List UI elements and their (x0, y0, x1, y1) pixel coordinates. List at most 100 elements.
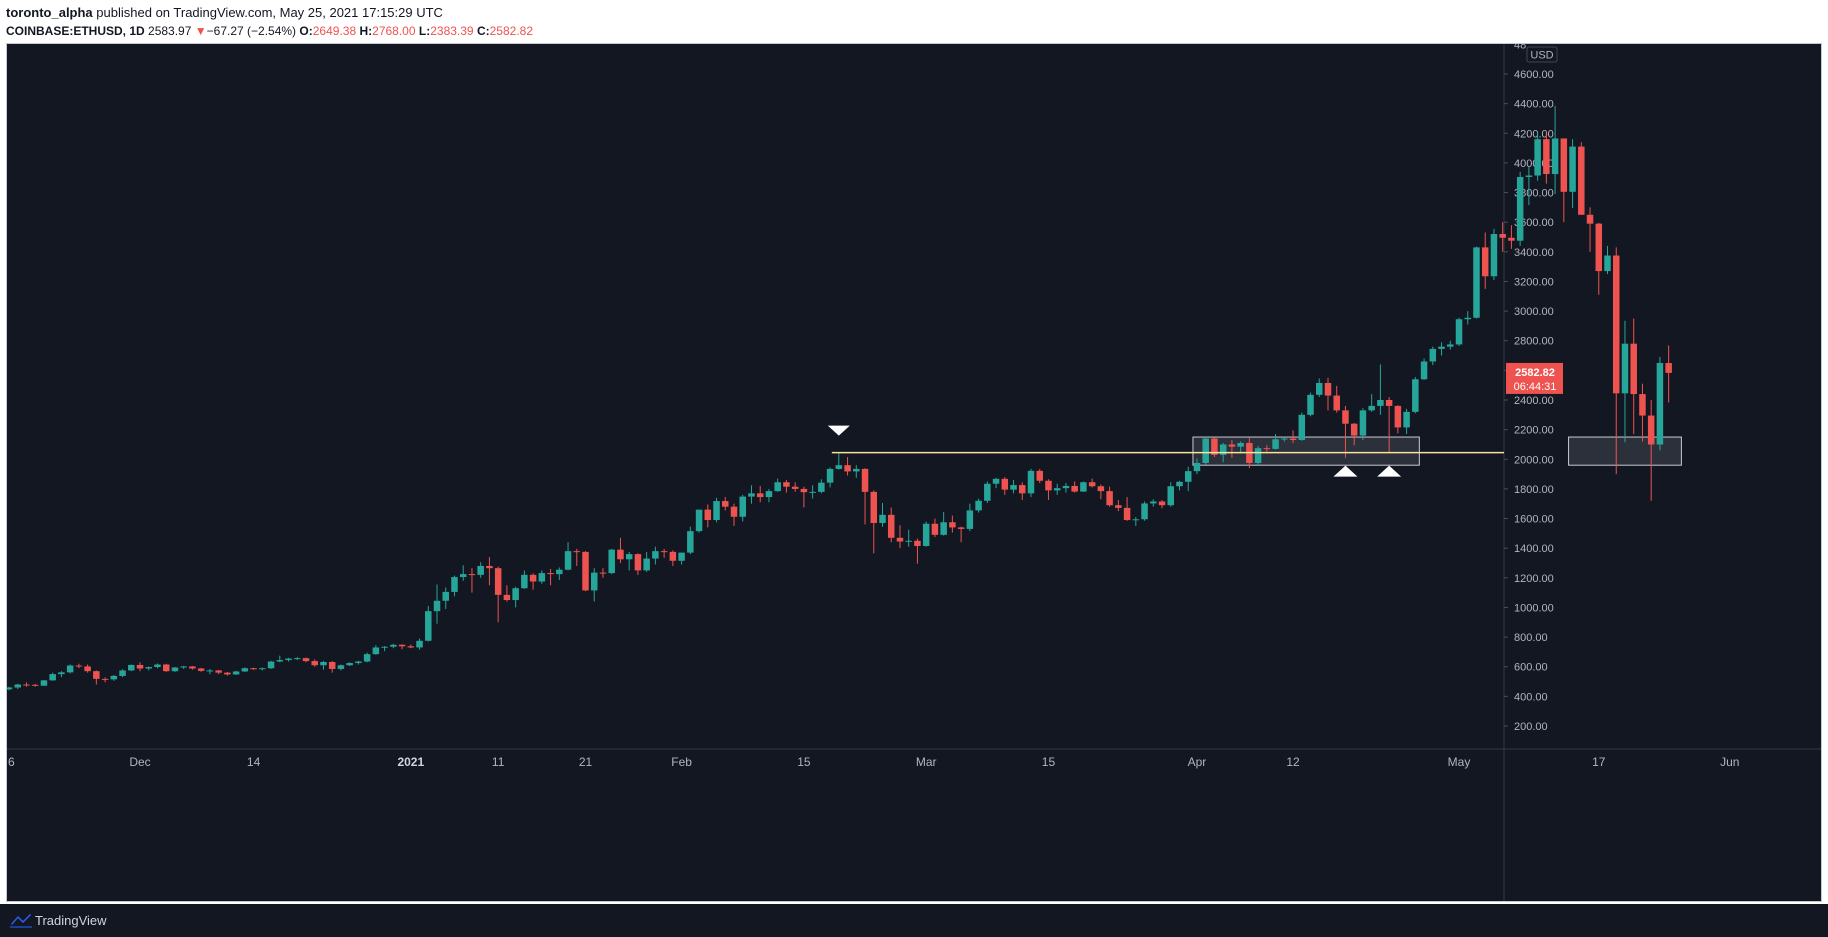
candle-body[interactable] (459, 574, 467, 578)
candle-body[interactable] (1045, 480, 1052, 491)
candle-body[interactable] (1088, 482, 1096, 487)
candle-body[interactable] (1097, 486, 1105, 492)
candle-body[interactable] (722, 501, 729, 507)
candle-body[interactable] (145, 667, 153, 669)
candle-body[interactable] (765, 491, 773, 498)
candle-body[interactable] (809, 491, 816, 493)
tradingview-logo-icon[interactable] (10, 912, 32, 928)
candle-body[interactable] (294, 658, 301, 660)
candle-body[interactable] (879, 514, 886, 523)
candle-body[interactable] (1525, 175, 1533, 177)
candle-body[interactable] (695, 509, 703, 532)
author-name[interactable]: toronto_alpha (6, 5, 93, 20)
candle-body[interactable] (1621, 343, 1629, 394)
candle-body[interactable] (1630, 343, 1637, 395)
candle-body[interactable] (241, 668, 249, 672)
candle-body[interactable] (984, 483, 991, 501)
candle-body[interactable] (84, 666, 91, 672)
candle-body[interactable] (1307, 394, 1314, 415)
candle-body[interactable] (1595, 223, 1603, 272)
candle-body[interactable] (267, 661, 275, 669)
candle-body[interactable] (136, 664, 144, 669)
candle-body[interactable] (1516, 176, 1524, 241)
candle-body[interactable] (529, 574, 537, 582)
candle-body[interactable] (538, 573, 546, 582)
candle-body[interactable] (1656, 362, 1664, 445)
candle-body[interactable] (590, 572, 598, 591)
candle-body[interactable] (1123, 507, 1131, 521)
candle-body[interactable] (1455, 319, 1463, 345)
candle-body[interactable] (1490, 234, 1498, 277)
candle-body[interactable] (197, 668, 205, 671)
candle-body[interactable] (713, 501, 720, 521)
currency-label[interactable]: USD (1530, 50, 1553, 62)
candle-body[interactable] (1071, 485, 1078, 492)
candle-body[interactable] (783, 482, 790, 487)
candle-body[interactable] (704, 509, 712, 521)
candle-body[interactable] (285, 658, 292, 661)
candle-body[interactable] (573, 551, 581, 553)
candle-body[interactable] (844, 465, 851, 472)
candle-body[interactable] (512, 588, 519, 601)
candle-body[interactable] (372, 647, 380, 655)
candle-body[interactable] (1604, 255, 1611, 272)
candle-body[interactable] (1543, 139, 1550, 175)
candle-body[interactable] (1534, 139, 1541, 176)
candle-body[interactable] (1158, 501, 1166, 506)
candle-body[interactable] (1481, 247, 1489, 277)
arrow-down-marker-icon[interactable] (827, 425, 850, 436)
candle-body[interactable] (730, 506, 738, 517)
candle-body[interactable] (1394, 405, 1402, 428)
candle-body[interactable] (477, 565, 484, 575)
candle-body[interactable] (556, 569, 563, 575)
candle-body[interactable] (1665, 363, 1672, 373)
candle-body[interactable] (407, 646, 415, 648)
candle-body[interactable] (870, 491, 878, 523)
candle-body[interactable] (643, 558, 650, 571)
candle-body[interactable] (451, 577, 458, 592)
candle-body[interactable] (1211, 438, 1218, 455)
candle-body[interactable] (1420, 361, 1428, 380)
candle-body[interactable] (774, 482, 781, 492)
candle-body[interactable] (1106, 491, 1113, 506)
candle-body[interactable] (398, 644, 406, 647)
candle-body[interactable] (1228, 444, 1236, 447)
candle-body[interactable] (250, 668, 257, 670)
candle-body[interactable] (1551, 138, 1559, 175)
candle-body[interactable] (1115, 505, 1122, 508)
symbol-label[interactable]: COINBASE:ETHUSD, 1D (6, 24, 145, 38)
candle-body[interactable] (1298, 414, 1306, 441)
candle-body[interactable] (206, 670, 214, 672)
support-zone-1[interactable] (1192, 436, 1420, 466)
candle-body[interactable] (110, 675, 118, 680)
candle-body[interactable] (433, 600, 441, 612)
candle-body[interactable] (1001, 478, 1009, 490)
candle-body[interactable] (259, 668, 266, 670)
candle-body[interactable] (1639, 394, 1646, 416)
candle-body[interactable] (101, 678, 109, 680)
candle-body[interactable] (687, 531, 694, 553)
candle-body[interactable] (1447, 344, 1454, 347)
candle-body[interactable] (49, 674, 56, 681)
candle-body[interactable] (634, 554, 642, 571)
candle-body[interactable] (1053, 488, 1061, 491)
candle-body[interactable] (1263, 448, 1271, 450)
candle-body[interactable] (40, 680, 48, 686)
candle-body[interactable] (1368, 405, 1375, 411)
arrow-up-marker-icon[interactable] (1377, 465, 1402, 477)
candle-body[interactable] (363, 654, 371, 662)
candle-body[interactable] (381, 646, 388, 648)
candle-body[interactable] (1272, 439, 1279, 449)
candle-body[interactable] (171, 667, 179, 672)
candle-body[interactable] (599, 572, 607, 574)
candle-body[interactable] (887, 514, 895, 538)
candle-body[interactable] (1202, 438, 1209, 463)
candle-body[interactable] (1219, 444, 1227, 455)
candle-body[interactable] (1254, 448, 1262, 463)
candle-body[interactable] (442, 591, 450, 601)
candle-body[interactable] (1560, 138, 1568, 192)
candle-body[interactable] (1464, 317, 1471, 320)
candle-body[interactable] (1385, 400, 1393, 406)
candle-body[interactable] (75, 665, 83, 667)
candle-body[interactable] (276, 660, 284, 662)
